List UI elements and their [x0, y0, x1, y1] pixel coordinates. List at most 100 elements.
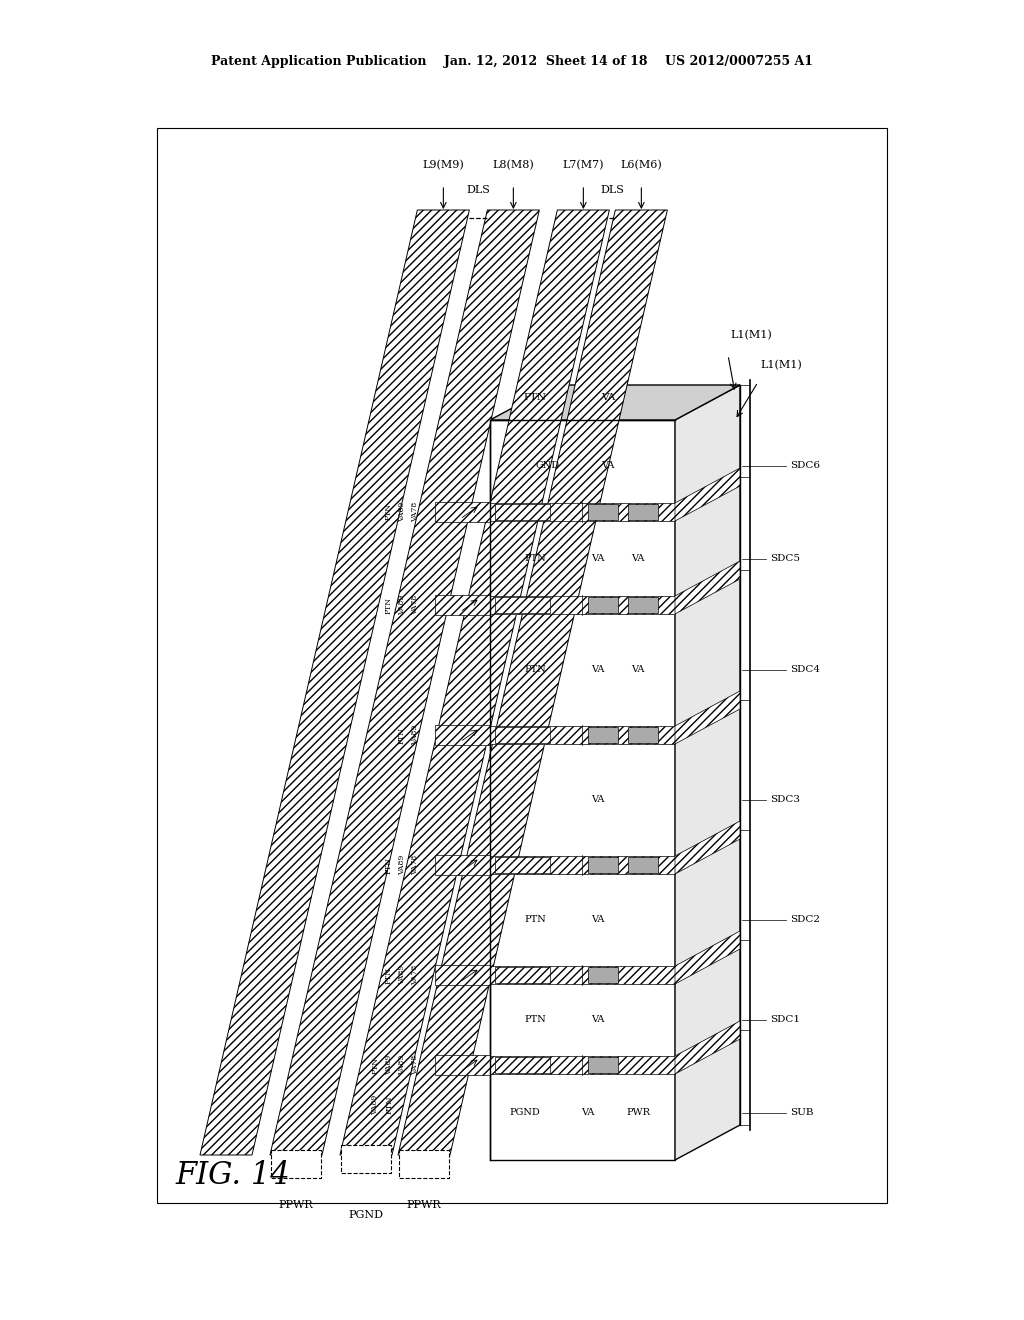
- Bar: [628, 857, 658, 873]
- Bar: [495, 504, 550, 520]
- Text: PGND: PGND: [510, 1107, 541, 1117]
- Text: Patent Application Publication    Jan. 12, 2012  Sheet 14 of 18    US 2012/00072: Patent Application Publication Jan. 12, …: [211, 55, 813, 69]
- Text: VA89: VA89: [385, 1055, 393, 1074]
- Text: VA89: VA89: [398, 1055, 406, 1074]
- Text: PTN: PTN: [524, 665, 546, 675]
- Text: VA: VA: [591, 665, 605, 675]
- Polygon shape: [675, 1020, 740, 1074]
- Polygon shape: [675, 469, 740, 521]
- Text: L1(M1): L1(M1): [760, 360, 802, 370]
- Polygon shape: [675, 931, 740, 983]
- Text: PTN: PTN: [386, 1096, 394, 1114]
- Text: SUB: SUB: [790, 1107, 813, 1117]
- Text: VA78: VA78: [411, 855, 419, 875]
- Bar: [435, 1055, 490, 1074]
- Text: VA: VA: [591, 796, 605, 804]
- Text: VA: VA: [601, 462, 614, 470]
- Polygon shape: [675, 690, 740, 744]
- Text: VA78: VA78: [411, 1055, 419, 1074]
- Text: PTN: PTN: [385, 597, 393, 614]
- Text: L6(M6): L6(M6): [621, 160, 663, 170]
- Text: FIG. 14: FIG. 14: [175, 1159, 290, 1191]
- Text: PTN: PTN: [385, 966, 393, 983]
- Text: PPWR: PPWR: [279, 1200, 313, 1210]
- Text: SDC4: SDC4: [790, 665, 820, 675]
- Polygon shape: [675, 561, 740, 614]
- Bar: [490, 966, 675, 983]
- Text: VA89: VA89: [398, 595, 406, 615]
- Bar: [490, 1056, 675, 1074]
- Text: VA89: VA89: [398, 855, 406, 875]
- Polygon shape: [675, 385, 740, 1160]
- Text: PPWR: PPWR: [407, 1200, 441, 1210]
- Text: VA89: VA89: [371, 1094, 379, 1115]
- Bar: [271, 1150, 321, 1177]
- Bar: [490, 503, 675, 521]
- Bar: [495, 857, 550, 873]
- Text: PTN: PTN: [385, 503, 393, 520]
- Text: PTN: PTN: [523, 393, 547, 403]
- Text: VA: VA: [582, 1107, 595, 1117]
- Bar: [628, 504, 658, 520]
- Text: SDC1: SDC1: [770, 1015, 800, 1024]
- Text: DLS: DLS: [466, 185, 490, 195]
- Bar: [588, 504, 618, 520]
- Text: SDC3: SDC3: [770, 796, 800, 804]
- Polygon shape: [340, 210, 609, 1155]
- Polygon shape: [490, 385, 740, 420]
- Bar: [588, 857, 618, 873]
- Bar: [495, 1057, 550, 1073]
- Text: VA89: VA89: [411, 725, 419, 744]
- Text: VA: VA: [591, 1015, 605, 1024]
- Text: VA: VA: [591, 554, 605, 564]
- Text: DLS: DLS: [600, 185, 625, 195]
- Text: PTN: PTN: [398, 726, 406, 743]
- Text: SDC6: SDC6: [790, 462, 820, 470]
- Polygon shape: [675, 821, 740, 874]
- Text: PTN: PTN: [372, 1056, 380, 1073]
- Text: PTN: PTN: [524, 554, 546, 564]
- Text: L1(M1): L1(M1): [730, 330, 772, 341]
- Bar: [628, 597, 658, 612]
- Bar: [490, 420, 675, 1160]
- Bar: [588, 968, 618, 983]
- Text: PWR: PWR: [626, 1107, 650, 1117]
- Bar: [341, 1144, 391, 1173]
- Text: SDC5: SDC5: [770, 554, 800, 564]
- Bar: [495, 968, 550, 983]
- Text: PGND: PGND: [348, 1210, 384, 1220]
- Text: VA: VA: [632, 665, 645, 675]
- Polygon shape: [270, 210, 540, 1155]
- Polygon shape: [398, 210, 668, 1155]
- Text: VA89: VA89: [398, 965, 406, 985]
- Bar: [588, 1057, 618, 1073]
- Bar: [495, 727, 550, 743]
- Bar: [588, 597, 618, 612]
- Text: PTN: PTN: [385, 857, 393, 874]
- Text: GND: GND: [536, 462, 560, 470]
- Bar: [435, 725, 490, 744]
- Bar: [588, 727, 618, 743]
- Bar: [490, 726, 675, 744]
- Text: VA78: VA78: [411, 595, 419, 615]
- Text: VA: VA: [601, 393, 615, 403]
- Text: L8(M8): L8(M8): [493, 160, 535, 170]
- Bar: [628, 727, 658, 743]
- Bar: [435, 502, 490, 521]
- Bar: [490, 855, 675, 874]
- Text: VA: VA: [632, 554, 645, 564]
- Text: PTN: PTN: [524, 916, 546, 924]
- Text: VA78: VA78: [411, 502, 419, 523]
- Text: VA78: VA78: [411, 965, 419, 985]
- Text: L7(M7): L7(M7): [562, 160, 604, 170]
- Text: SDC2: SDC2: [790, 916, 820, 924]
- Bar: [157, 128, 887, 1203]
- Text: L9(M9): L9(M9): [423, 160, 464, 170]
- Bar: [435, 855, 490, 875]
- Text: VA89: VA89: [398, 502, 406, 523]
- Bar: [490, 597, 675, 614]
- Text: VA: VA: [591, 916, 605, 924]
- Polygon shape: [200, 210, 469, 1155]
- Bar: [435, 965, 490, 985]
- Text: PTN: PTN: [524, 1015, 546, 1024]
